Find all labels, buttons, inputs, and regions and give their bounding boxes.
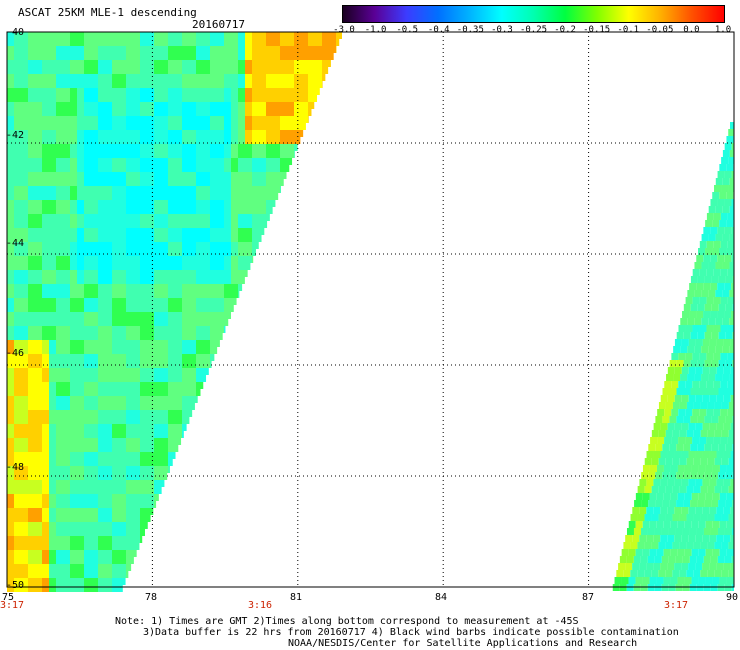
map-title: ASCAT 25KM MLE-1 descending (18, 6, 197, 19)
lon-label: 87 (581, 592, 595, 603)
graticule (7, 32, 734, 587)
time-label: 3:17 (0, 600, 25, 611)
lat-label: -40 (6, 27, 25, 38)
colorbar-tick: -0.35 (456, 25, 484, 35)
colorbar-tick: 0.0 (683, 25, 700, 35)
colorbar-tick: -3.0 (333, 25, 355, 35)
lon-label: 84 (434, 592, 448, 603)
colorbar-tick: -0.4 (427, 25, 450, 35)
lat-label: -42 (6, 130, 25, 141)
map-date: 20160717 (192, 18, 245, 31)
colorbar-tick: -1.0 (364, 25, 387, 35)
lon-label: 78 (144, 592, 158, 603)
colorbar-tick: 1.0 (714, 25, 732, 35)
note-line-2: 3)Data buffer is 22 hrs from 20160717 4)… (143, 627, 679, 638)
colorbar (342, 5, 725, 23)
time-label: 3:16 (247, 600, 273, 611)
lat-label: -48 (6, 462, 25, 473)
colorbar-tick: -0.15 (583, 25, 611, 35)
time-label: 3:17 (663, 600, 689, 611)
lat-label: -44 (6, 238, 25, 249)
colorbar-tick: -0.05 (646, 25, 674, 35)
map-frame (6, 31, 735, 588)
colorbar-tick: -0.5 (396, 25, 418, 35)
lon-label: 90 (725, 592, 739, 603)
colorbar-tick: -0.25 (519, 25, 548, 35)
lat-label: -46 (6, 348, 25, 359)
swath-cells (7, 32, 734, 592)
colorbar-tick: -0.3 (491, 25, 513, 35)
lon-label: 81 (289, 592, 303, 603)
colorbar-tick: -0.1 (617, 25, 640, 35)
note-line-1: Note: 1) Times are GMT 2)Times along bot… (115, 616, 579, 627)
colorbar-tick: -0.2 (554, 25, 576, 35)
note-line-3: NOAA/NESDIS/Center for Satellite Applica… (288, 638, 638, 649)
lon-label: 75 (1, 592, 15, 603)
lat-label: -50 (6, 580, 25, 591)
